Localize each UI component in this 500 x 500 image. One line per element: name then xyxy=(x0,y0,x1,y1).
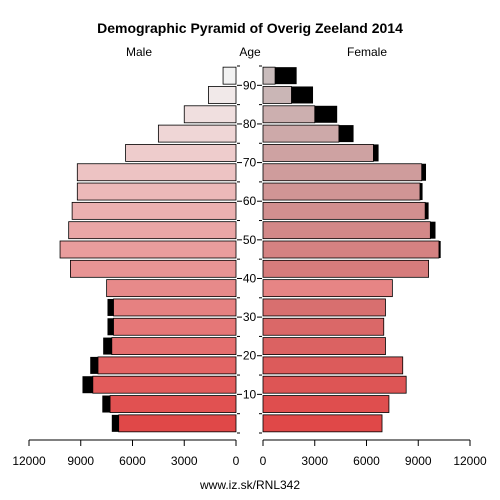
source-footer: www.iz.sk/RNL342 xyxy=(199,478,300,492)
female-bar-0-4 xyxy=(262,414,383,433)
female-bars xyxy=(262,66,441,433)
female-x-tick-label: 12000 xyxy=(453,454,487,468)
female-label: Female xyxy=(347,45,387,59)
age-tick-label: 30 xyxy=(243,310,257,324)
male-bar-70-74 xyxy=(125,144,237,162)
female-x-tick-label: 3000 xyxy=(301,454,328,468)
female-bar-80-84 xyxy=(262,105,316,124)
male-bar-45-49 xyxy=(59,240,237,259)
age-tick-label: 20 xyxy=(243,349,257,363)
female-bar-25-29 xyxy=(262,317,385,336)
female-bar-75-79 xyxy=(262,124,340,143)
male-bar-15-19 xyxy=(97,356,237,375)
chart-title: Demographic Pyramid of Overig Zeeland 20… xyxy=(97,20,403,36)
male-bars xyxy=(59,66,237,433)
female-extra-bar-75-79 xyxy=(338,125,354,143)
male-bar-20-24 xyxy=(111,337,237,355)
male-bar-40-44 xyxy=(70,259,237,278)
male-bar-65-69 xyxy=(76,163,237,182)
female-extra-bar-90+ xyxy=(275,67,297,85)
female-bar-35-39 xyxy=(262,279,393,298)
female-x-tick-label: 6000 xyxy=(353,454,380,468)
male-bar-80-84 xyxy=(183,105,237,124)
female-extra-bar-60-64 xyxy=(419,183,423,201)
age-tick-label: 60 xyxy=(243,194,257,208)
female-bar-15-19 xyxy=(262,356,404,375)
male-bar-90+ xyxy=(222,66,237,85)
male-x-tick-label: 12000 xyxy=(12,454,46,468)
male-x-tick-label: 3000 xyxy=(171,454,198,468)
male-bar-0-4 xyxy=(118,414,237,433)
female-bar-40-44 xyxy=(262,259,430,278)
male-extra-bar-30-34 xyxy=(107,298,114,316)
male-x-tick-label: 6000 xyxy=(119,454,146,468)
male-extra-bar-15-19 xyxy=(90,356,98,374)
female-bar-60-64 xyxy=(262,182,421,201)
female-bar-55-59 xyxy=(262,201,426,220)
female-bar-30-34 xyxy=(262,298,386,317)
female-x-tick-label: 0 xyxy=(260,454,267,468)
age-tick-label: 70 xyxy=(243,156,257,170)
female-extra-bar-85-89 xyxy=(291,86,314,104)
male-bar-50-54 xyxy=(68,221,237,240)
x-axes: 0 0 3000 3000 6000 6000 9000 9000 12000 12000 xyxy=(12,439,487,468)
female-bar-90+ xyxy=(262,66,276,85)
male-extra-bar-10-14 xyxy=(82,376,93,394)
male-bar-85-89 xyxy=(207,86,237,104)
male-bar-10-14 xyxy=(92,375,237,394)
male-bar-55-59 xyxy=(71,201,237,220)
male-bar-35-39 xyxy=(106,279,237,298)
female-bar-85-89 xyxy=(262,86,292,104)
age-tick-label: 40 xyxy=(243,271,257,285)
male-x-tick-label: 0 xyxy=(233,454,240,468)
female-extra-bar-65-69 xyxy=(421,163,427,181)
age-tick-label: 80 xyxy=(243,117,257,131)
male-bar-25-29 xyxy=(113,317,237,336)
male-bar-60-64 xyxy=(76,182,237,201)
age-tick-label: 90 xyxy=(243,78,257,92)
female-bar-5-9 xyxy=(262,395,390,413)
male-extra-bar-25-29 xyxy=(107,318,114,336)
age-axis: 10 20 30 40 50 60 70 80 90 xyxy=(237,65,262,434)
female-bar-20-24 xyxy=(262,337,386,355)
female-extra-bar-70-74 xyxy=(373,144,379,162)
female-extra-bar-45-49 xyxy=(438,241,441,258)
male-bar-75-79 xyxy=(157,124,237,143)
age-tick-label: 10 xyxy=(243,387,257,401)
female-bar-70-74 xyxy=(262,144,374,162)
male-bar-5-9 xyxy=(109,395,237,413)
female-extra-bar-50-54 xyxy=(430,221,436,239)
female-extra-bar-55-59 xyxy=(425,202,429,220)
male-label: Male xyxy=(126,45,152,59)
male-extra-bar-5-9 xyxy=(102,395,111,413)
male-x-tick-label: 9000 xyxy=(67,454,94,468)
male-bar-30-34 xyxy=(113,298,237,317)
age-label: Age xyxy=(239,45,261,59)
female-extra-bar-80-84 xyxy=(314,105,338,123)
female-bar-65-69 xyxy=(262,163,423,182)
female-bar-45-49 xyxy=(262,240,440,259)
female-bar-50-54 xyxy=(262,221,431,240)
female-x-tick-label: 9000 xyxy=(405,454,432,468)
male-extra-bar-20-24 xyxy=(103,337,112,355)
female-bar-10-14 xyxy=(262,375,407,394)
age-tick-label: 50 xyxy=(243,233,257,247)
male-extra-bar-0-4 xyxy=(111,414,119,432)
